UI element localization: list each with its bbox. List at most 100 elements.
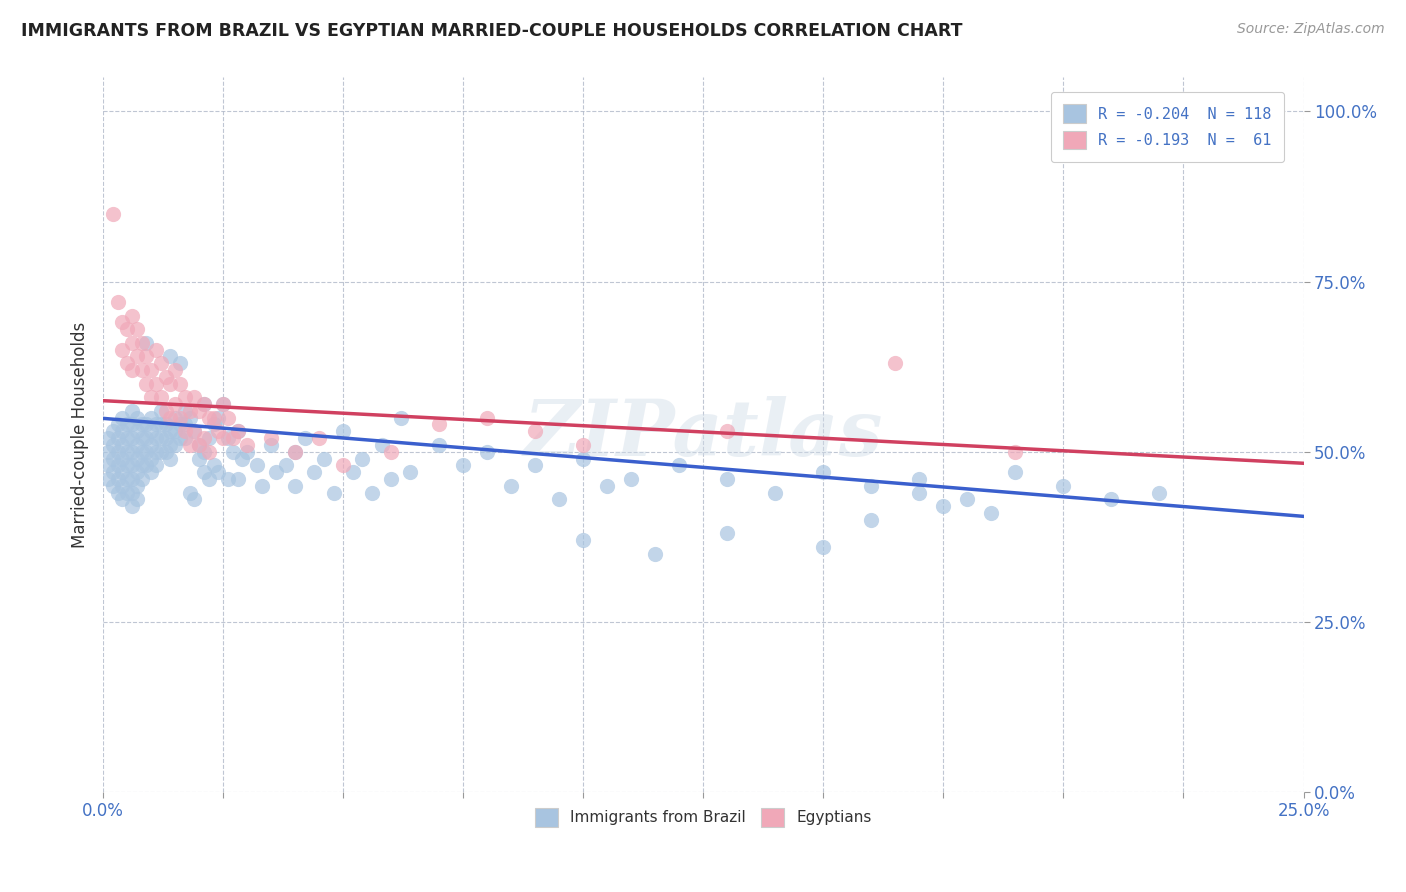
Point [183, 425, 205, 439]
Point [121, 472, 143, 486]
Point [427, 417, 450, 432]
Text: ZIPatlas: ZIPatlas [523, 396, 883, 473]
Point [101, 451, 124, 466]
Point [477, 444, 499, 458]
Point [668, 458, 690, 473]
Point [860, 513, 883, 527]
Point [125, 438, 148, 452]
Point [139, 451, 162, 466]
Point [97, 431, 120, 445]
Point [145, 431, 167, 445]
Point [121, 444, 143, 458]
Point [427, 438, 450, 452]
Point [260, 438, 283, 452]
Point [294, 431, 316, 445]
Point [131, 363, 153, 377]
Point [399, 465, 422, 479]
Point [115, 431, 138, 445]
Point [135, 458, 157, 473]
Point [125, 425, 148, 439]
Point [165, 363, 187, 377]
Point [197, 410, 219, 425]
Point [284, 444, 307, 458]
Point [169, 417, 191, 432]
Point [193, 465, 215, 479]
Point [121, 335, 143, 350]
Point [97, 472, 120, 486]
Point [115, 356, 138, 370]
Point [101, 438, 124, 452]
Point [111, 451, 134, 466]
Point [188, 451, 211, 466]
Point [121, 417, 143, 432]
Point [222, 444, 245, 458]
Point [125, 410, 148, 425]
Point [217, 472, 239, 486]
Point [193, 397, 215, 411]
Point [115, 444, 138, 458]
Point [107, 485, 129, 500]
Point [212, 397, 235, 411]
Point [169, 376, 191, 391]
Point [125, 350, 148, 364]
Point [111, 438, 134, 452]
Point [131, 444, 153, 458]
Point [207, 410, 229, 425]
Point [332, 425, 354, 439]
Point [226, 425, 249, 439]
Point [763, 485, 786, 500]
Point [169, 356, 191, 370]
Point [169, 431, 191, 445]
Point [202, 458, 225, 473]
Point [477, 410, 499, 425]
Point [169, 410, 191, 425]
Point [139, 390, 162, 404]
Point [183, 390, 205, 404]
Point [145, 458, 167, 473]
Point [149, 390, 172, 404]
Point [149, 444, 172, 458]
Point [620, 472, 643, 486]
Point [1052, 479, 1074, 493]
Point [173, 417, 195, 432]
Point [111, 410, 134, 425]
Point [155, 417, 177, 432]
Point [226, 425, 249, 439]
Point [111, 479, 134, 493]
Point [173, 431, 195, 445]
Point [908, 472, 931, 486]
Point [135, 444, 157, 458]
Point [212, 397, 235, 411]
Point [274, 458, 297, 473]
Point [548, 492, 571, 507]
Point [332, 458, 354, 473]
Point [165, 410, 187, 425]
Point [380, 444, 402, 458]
Point [111, 492, 134, 507]
Point [135, 335, 157, 350]
Point [139, 363, 162, 377]
Point [207, 465, 229, 479]
Point [165, 397, 187, 411]
Point [135, 431, 157, 445]
Point [716, 526, 738, 541]
Point [155, 404, 177, 418]
Point [131, 335, 153, 350]
Point [121, 404, 143, 418]
Point [183, 492, 205, 507]
Point [304, 465, 326, 479]
Point [524, 425, 547, 439]
Point [125, 465, 148, 479]
Point [217, 431, 239, 445]
Point [145, 417, 167, 432]
Point [125, 479, 148, 493]
Point [1149, 485, 1171, 500]
Point [312, 451, 335, 466]
Point [149, 404, 172, 418]
Point [155, 369, 177, 384]
Point [179, 404, 201, 418]
Point [202, 417, 225, 432]
Point [131, 458, 153, 473]
Point [193, 397, 215, 411]
Point [97, 444, 120, 458]
